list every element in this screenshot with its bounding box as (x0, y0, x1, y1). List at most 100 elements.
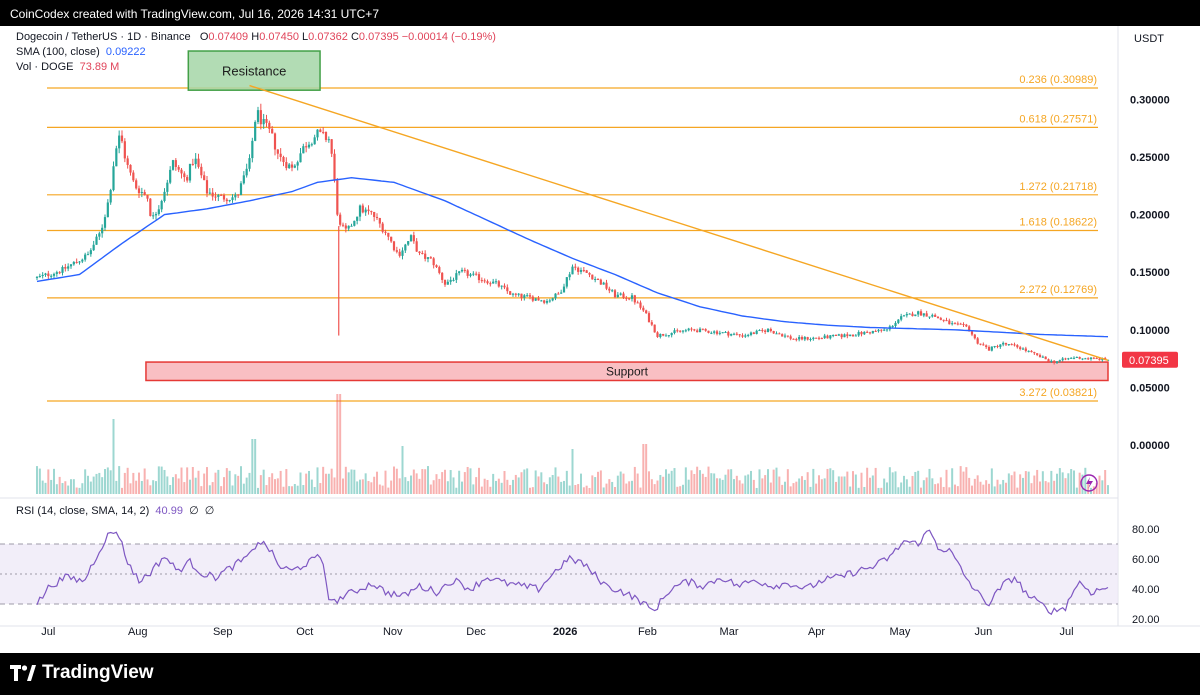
candle-body (426, 257, 430, 259)
volume-bar (948, 487, 951, 494)
volume-bar (129, 483, 132, 494)
volume-bar (741, 483, 744, 494)
volume-bar (937, 483, 939, 494)
candle-body (452, 279, 455, 281)
change-value: −0.00014 (−0.19%) (401, 31, 496, 43)
candle-body (772, 331, 775, 334)
volume-bar (954, 484, 956, 494)
candle-body (786, 335, 789, 337)
candle-body (1036, 353, 1039, 355)
resistance-label: Resistance (222, 64, 286, 79)
sma-legend[interactable]: SMA (100, close) 0.09222 (16, 46, 146, 58)
candle-body (458, 271, 461, 274)
volume-bar (616, 475, 619, 494)
volume-bar (645, 444, 648, 494)
volume-bar (404, 477, 407, 494)
candle-body (670, 332, 673, 336)
volume-bar (670, 470, 673, 494)
volume-bar (854, 474, 857, 494)
candle-body (1053, 360, 1056, 363)
volume-bar (832, 470, 835, 494)
volume-bar (1073, 470, 1075, 494)
volume-bar (288, 486, 291, 494)
chart-canvas[interactable]: 0.236 (0.30989) 0.618 (0.27571) 1.272 (0.2… (0, 26, 1200, 653)
volume-bar (427, 466, 429, 494)
volume-bar (475, 477, 478, 494)
candle-body (599, 279, 602, 285)
chart-frame[interactable]: 0.236 (0.30989) 0.618 (0.27571) 1.272 (0.2… (0, 26, 1200, 653)
volume-bar (656, 480, 659, 494)
attribution-text: CoinCodex created with TradingView.com, … (10, 7, 379, 21)
volume-bar (665, 469, 667, 494)
volume-bar (376, 471, 378, 494)
candle-body (466, 270, 469, 276)
volume-bar (517, 477, 520, 494)
candle-body (132, 172, 135, 181)
time-tick-label: Aug (128, 626, 148, 638)
candle-body (375, 216, 379, 219)
volume-bar (101, 477, 104, 494)
candle-body (205, 180, 209, 194)
volume-bar (84, 469, 87, 494)
volume-bar (356, 481, 359, 494)
volume-bar (483, 478, 486, 494)
volume-legend[interactable]: Vol · DOGE 73.89 M (16, 61, 119, 73)
candle-body (146, 194, 149, 199)
volume-bar (594, 477, 597, 494)
volume-bar (53, 468, 55, 494)
volume-bar (826, 468, 829, 494)
candle-body (69, 264, 73, 267)
volume-bar (874, 467, 877, 494)
candle-body (557, 293, 560, 295)
currency-label[interactable]: USDT (1134, 33, 1164, 45)
candle-body (1013, 344, 1016, 346)
candle-body (58, 272, 61, 274)
volume-bar (276, 478, 279, 494)
candle-body (322, 131, 325, 133)
candle-body (594, 279, 597, 281)
descending-trendline (249, 84, 1109, 361)
candle-body (800, 337, 804, 340)
volume-bar (1070, 469, 1073, 494)
volume-bar (869, 477, 871, 494)
candle-body (551, 298, 554, 301)
candle-body (968, 326, 971, 332)
candle-body (279, 153, 282, 157)
candle-body (256, 110, 260, 122)
volume-bar (370, 482, 373, 494)
candle-body (299, 153, 302, 163)
volume-bar (384, 470, 387, 494)
volume-bar (381, 485, 384, 494)
candle-body (803, 337, 806, 340)
volume-bar (849, 486, 852, 494)
rsi-legend[interactable]: RSI (14, close, SMA, 14, 2) 40.99 ∅ ∅ (16, 504, 214, 517)
volume-bar (495, 480, 497, 494)
volume-bar (313, 487, 316, 494)
volume-bar (1010, 475, 1013, 494)
volume-bar (548, 477, 551, 494)
tradingview-logo[interactable]: TradingView (10, 662, 154, 684)
vol-value: 73.89 M (79, 61, 120, 73)
volume-bar (500, 482, 503, 494)
candle-body (177, 166, 180, 170)
candle-body (129, 164, 132, 173)
volume-bar (588, 487, 591, 494)
volume-bar (126, 467, 129, 494)
fib-level-label: 0.236 (0.30989) (1019, 74, 1097, 86)
time-tick-label: May (890, 626, 911, 638)
volume-bar (109, 470, 112, 494)
candle-body (579, 270, 583, 272)
volume-bar (560, 481, 563, 494)
candle-body (914, 314, 917, 317)
axes-layer: 0.30000 0.25000 0.20000 0.15000 0.10000 0.050… (41, 94, 1178, 638)
candle-body (288, 164, 291, 169)
candle-body (591, 274, 594, 280)
candle-body (103, 217, 107, 228)
candle-body (330, 139, 333, 154)
candle-body (775, 333, 778, 335)
candle-body (38, 276, 41, 278)
candle-body (381, 223, 384, 232)
candle-body (1089, 357, 1093, 360)
volume-bar (36, 466, 38, 494)
volume-bar (72, 479, 75, 494)
